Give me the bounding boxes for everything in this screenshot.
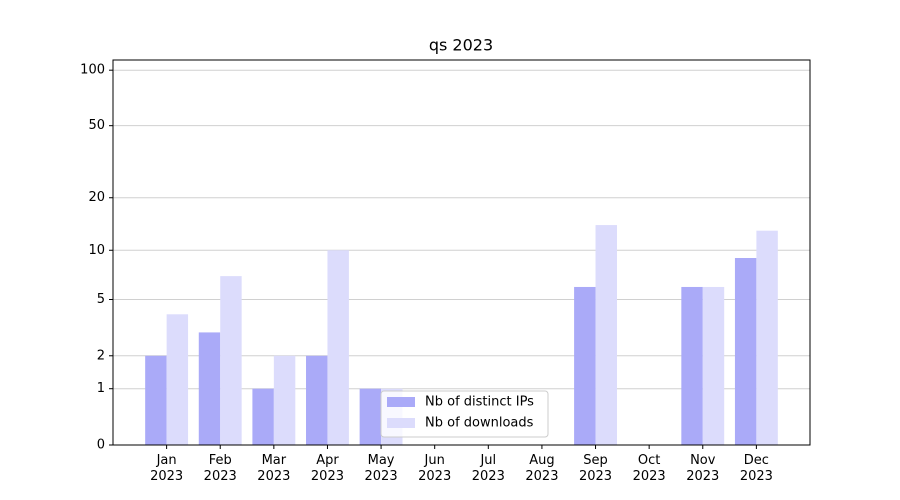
bar (166, 314, 189, 445)
bar (198, 332, 221, 445)
y-tick-label: 50 (88, 118, 105, 133)
bar (574, 286, 596, 445)
bar (306, 355, 328, 445)
chart-title: qs 2023 (429, 36, 493, 55)
x-tick-label: May 2023 (364, 453, 398, 484)
y-tick-label: 100 (80, 63, 105, 78)
legend-label: Nb of distinct IPs (425, 395, 534, 410)
legend-box (380, 390, 549, 438)
bar (702, 286, 725, 445)
x-tick-label: Apr 2023 (310, 453, 344, 484)
y-tick-label: 5 (97, 292, 105, 307)
bar (327, 250, 349, 445)
bar (681, 286, 703, 445)
x-tick-label: Jul 2023 (471, 453, 505, 484)
legend-swatch (387, 397, 415, 407)
plot-frame (112, 59, 811, 446)
x-tick-label: Mar 2023 (257, 453, 291, 484)
x-tick-label: Jun 2023 (418, 453, 452, 484)
x-tick-label: Sep 2023 (578, 453, 613, 484)
legend-label: Nb of downloads (425, 416, 534, 431)
bar (220, 276, 242, 445)
x-tick-label: Nov 2023 (686, 453, 720, 484)
y-tick-label: 1 (97, 381, 105, 396)
y-tick-label: 20 (88, 190, 105, 205)
x-tick-label: Dec 2023 (739, 453, 773, 484)
x-tick-label: Aug 2023 (525, 453, 559, 484)
bar (359, 388, 382, 445)
x-tick-label: Oct 2023 (632, 453, 666, 484)
bar (734, 257, 757, 445)
bar (595, 225, 617, 445)
bar (145, 355, 167, 445)
bar (273, 355, 296, 445)
legend-swatch (387, 418, 415, 428)
y-tick-label: 2 (97, 348, 105, 363)
y-tick-label: 0 (97, 438, 105, 453)
x-tick-label: Feb 2023 (203, 453, 237, 484)
y-tick-label: 10 (88, 243, 105, 258)
bar (252, 388, 274, 445)
x-tick-label: Jan 2023 (150, 453, 184, 484)
bar (756, 230, 778, 445)
